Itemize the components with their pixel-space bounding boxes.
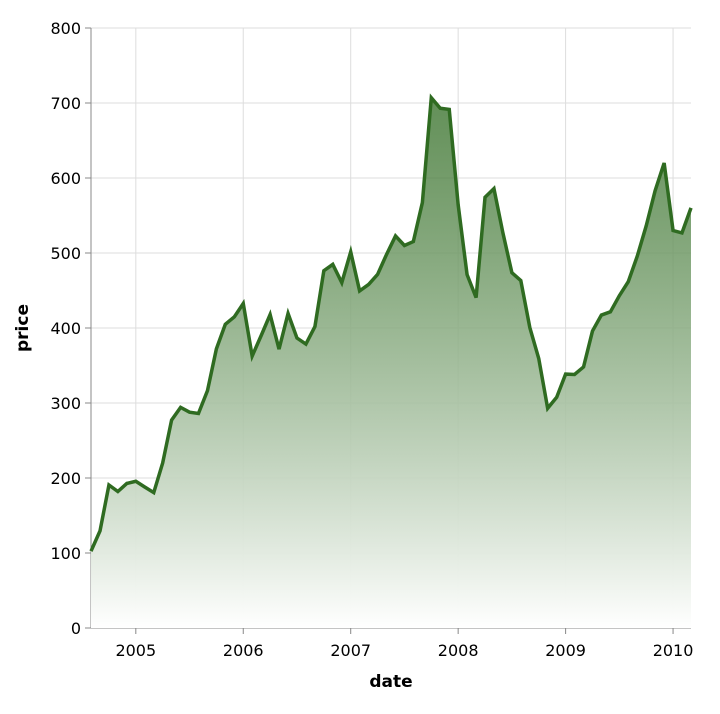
x-tick-label: 2008 [438, 641, 479, 660]
y-tick-label: 700 [50, 94, 81, 113]
y-tick-label: 200 [50, 469, 81, 488]
y-tick-label: 500 [50, 244, 81, 263]
x-tick-label: 2007 [330, 641, 371, 660]
area [91, 97, 691, 628]
line [89, 93, 693, 552]
x-axis-title: date [369, 672, 412, 692]
x-tick-label: 2009 [545, 641, 586, 660]
x-tick-label: 2010 [653, 641, 694, 660]
y-tick-label: 600 [50, 169, 81, 188]
y-tick-label: 300 [50, 394, 81, 413]
y-tick-label: 100 [50, 544, 81, 563]
y-tick-label: 400 [50, 319, 81, 338]
y-tick-label: 0 [71, 619, 81, 638]
x-tick-label: 2005 [115, 641, 156, 660]
y-axis-title: price [13, 304, 33, 352]
x-tick-label: 2006 [223, 641, 264, 660]
y-tick-label: 800 [50, 19, 81, 38]
